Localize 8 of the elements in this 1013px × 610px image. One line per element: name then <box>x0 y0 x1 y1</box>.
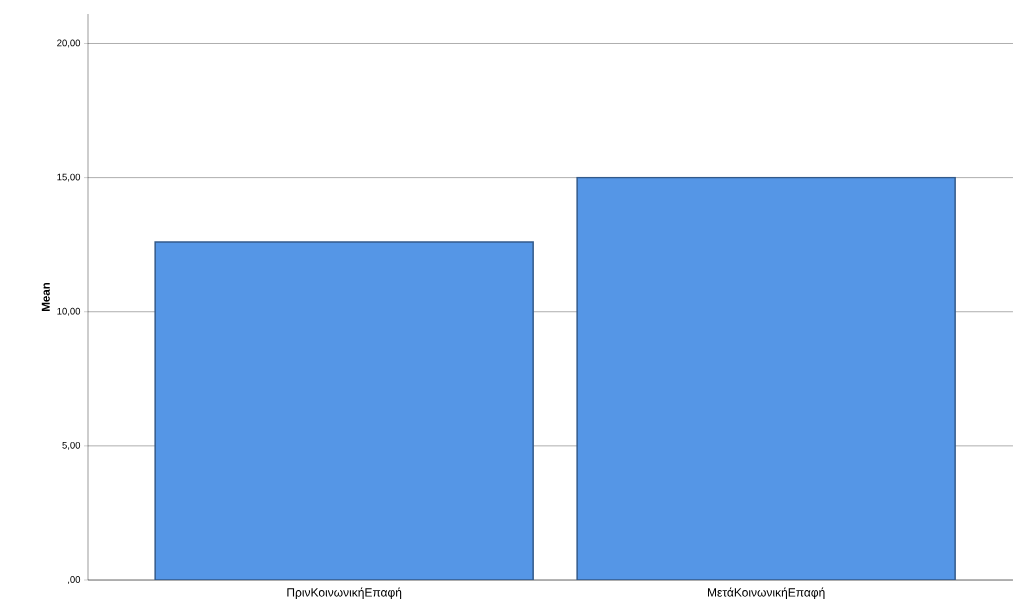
y-tick-label: 5,00 <box>62 441 81 450</box>
y-tick-label: 15,00 <box>57 173 81 182</box>
y-axis-title: Mean <box>41 283 50 311</box>
x-tick-label: ΜετάΚοινωνικήΕπαφή <box>707 587 825 600</box>
x-tick-label: ΠρινΚοινωνικήΕπαφή <box>287 587 402 600</box>
y-tick-label: 10,00 <box>57 307 81 316</box>
y-tick-label: ,00 <box>68 576 81 584</box>
y-tick-label: 20,00 <box>57 39 81 48</box>
